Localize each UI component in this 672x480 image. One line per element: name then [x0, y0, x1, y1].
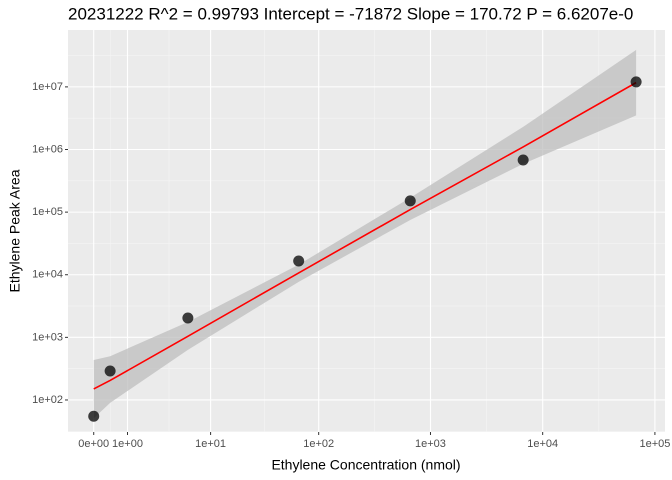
data-point [104, 365, 116, 377]
x-tick-label: 1e+05 [639, 438, 670, 450]
x-tick-label: 1e+00 [112, 438, 143, 450]
data-point [517, 154, 529, 166]
confidence-band [93, 49, 637, 419]
x-tick-label: 1e+03 [415, 438, 446, 450]
data-point [630, 76, 642, 88]
y-axis-label: Ethylene Peak Area [7, 169, 23, 292]
y-tick-label: 1e+07 [32, 81, 63, 93]
x-tick-label: 0e+00 [78, 438, 109, 450]
fit-line [93, 81, 637, 390]
y-tick-label: 1e+06 [32, 143, 63, 155]
data-point [404, 195, 416, 207]
y-tick-label: 1e+05 [32, 206, 63, 218]
x-axis-label: Ethylene Concentration (nmol) [271, 457, 460, 473]
data-point [182, 312, 194, 324]
x-tick-label: 1e+04 [527, 438, 558, 450]
x-tick-label: 1e+01 [195, 438, 226, 450]
y-tick-label: 1e+04 [32, 269, 63, 281]
marks [88, 49, 642, 422]
chart-title: 20231222 R^2 = 0.99793 Intercept = -7187… [68, 4, 633, 23]
data-point [88, 410, 100, 422]
y-tick-label: 1e+02 [32, 394, 63, 406]
x-tick-label: 1e+02 [303, 438, 334, 450]
y-tick-label: 1e+03 [32, 331, 63, 343]
data-point [293, 255, 305, 267]
